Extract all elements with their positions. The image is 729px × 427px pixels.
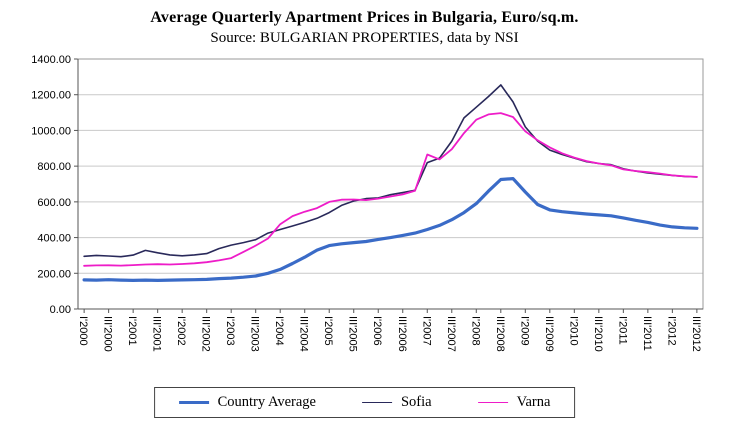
svg-text:III'2002: III'2002 [200, 316, 212, 352]
svg-text:III'2011: III'2011 [641, 316, 653, 351]
svg-text:200.00: 200.00 [37, 268, 71, 280]
chart-subtitle: Source: BULGARIAN PROPERTIES, data by NS… [210, 30, 519, 46]
svg-text:I'2012: I'2012 [665, 316, 677, 346]
legend-swatch-sofia [361, 401, 392, 404]
legend-item-country-average: Country Average [178, 394, 316, 411]
svg-text:I'2005: I'2005 [322, 316, 334, 346]
legend-label-country-average: Country Average [217, 394, 316, 410]
svg-text:III'2012: III'2012 [690, 316, 702, 352]
svg-text:I'2007: I'2007 [420, 316, 432, 346]
svg-text:1200.00: 1200.00 [31, 90, 71, 102]
legend-swatch-varna [477, 401, 508, 404]
svg-text:800.00: 800.00 [37, 161, 71, 173]
svg-text:III'2008: III'2008 [494, 316, 506, 352]
chart-title: Average Quarterly Apartment Prices in Bu… [150, 9, 579, 26]
svg-text:400.00: 400.00 [37, 233, 71, 245]
svg-text:I'2000: I'2000 [77, 316, 89, 346]
legend-label-sofia: Sofia [400, 394, 432, 410]
legend: Country Average Sofia Varna [153, 387, 576, 418]
svg-text:III'2009: III'2009 [543, 316, 555, 352]
svg-text:III'2006: III'2006 [396, 316, 408, 352]
legend-label-varna: Varna [516, 394, 551, 410]
svg-text:III'2003: III'2003 [249, 316, 261, 352]
svg-text:I'2002: I'2002 [175, 316, 187, 346]
svg-text:I'2010: I'2010 [567, 316, 579, 346]
svg-text:1000.00: 1000.00 [31, 125, 71, 137]
legend-item-sofia: Sofia [361, 394, 432, 411]
svg-text:0.00: 0.00 [50, 304, 71, 316]
svg-text:I'2001: I'2001 [126, 316, 138, 346]
svg-text:III'2005: III'2005 [347, 316, 359, 352]
svg-text:III'2007: III'2007 [445, 316, 457, 352]
legend-item-varna: Varna [477, 394, 551, 411]
svg-text:I'2011: I'2011 [616, 316, 628, 345]
chart-canvas: 0.00 200.00 400.00 600.00 800.00 1000.00 1200.… [31, 54, 704, 352]
svg-text:I'2008: I'2008 [469, 316, 481, 346]
svg-text:1400.00: 1400.00 [31, 54, 71, 66]
svg-text:I'2004: I'2004 [273, 316, 285, 346]
svg-text:III'2004: III'2004 [298, 316, 310, 352]
svg-text:I'2006: I'2006 [371, 316, 383, 346]
legend-swatch-country-average [178, 400, 209, 405]
svg-text:III'2000: III'2000 [102, 316, 114, 352]
svg-text:I'2003: I'2003 [224, 316, 236, 346]
svg-text:III'2001: III'2001 [151, 316, 163, 352]
svg-text:600.00: 600.00 [37, 197, 71, 209]
svg-text:III'2010: III'2010 [592, 316, 604, 352]
svg-text:I'2009: I'2009 [518, 316, 530, 346]
